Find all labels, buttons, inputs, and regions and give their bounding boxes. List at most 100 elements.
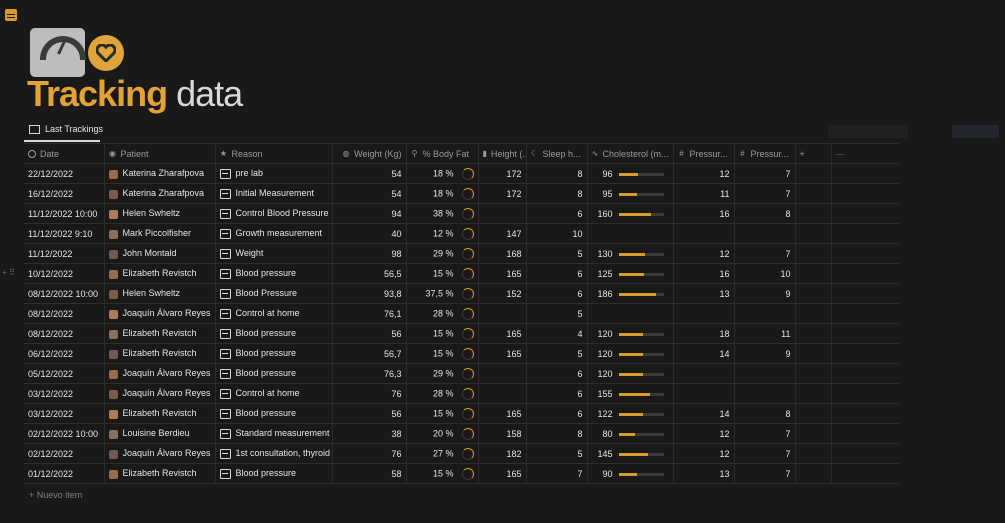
cell-weight[interactable]: 76,3 (332, 363, 407, 384)
cell-patient[interactable]: Helen Swheltz (104, 203, 216, 224)
cell-pressure-2[interactable]: 8 (734, 403, 796, 424)
table-row[interactable]: 03/12/2022 Elizabeth Revistch Blood pres… (24, 403, 899, 424)
patient-name[interactable]: Helen Swheltz (122, 208, 181, 219)
cell-empty[interactable] (831, 183, 899, 204)
table-row[interactable]: 03/12/2022 Joaquín Álvaro Reyes Control … (24, 383, 899, 404)
cell-body-fat[interactable]: 38 % (406, 203, 479, 224)
cell-sleep[interactable]: 4 (526, 323, 588, 344)
cell-sleep[interactable]: 6 (526, 383, 588, 404)
cell-empty[interactable] (831, 403, 899, 424)
cell-height[interactable] (478, 203, 527, 224)
cell-body-fat[interactable]: 29 % (406, 363, 479, 384)
cell-pressure-2[interactable]: 7 (734, 463, 796, 484)
cell-body-fat[interactable]: 15 % (406, 263, 479, 284)
cell-empty[interactable] (795, 443, 832, 464)
cell-empty[interactable] (831, 283, 899, 304)
cell-reason[interactable]: Weight (215, 243, 333, 264)
cell-date[interactable]: 06/12/2022 (24, 343, 105, 364)
cell-pressure-1[interactable]: 13 (673, 283, 735, 304)
table-row[interactable]: 02/12/2022 10:00 Louisine Berdieu Standa… (24, 423, 899, 444)
cell-reason[interactable]: Blood pressure (215, 403, 333, 424)
cell-patient[interactable]: Elizabeth Revistch (104, 403, 216, 424)
cell-weight[interactable]: 56 (332, 323, 407, 344)
cell-patient[interactable]: Katerina Zharafpova (104, 183, 216, 204)
cell-reason[interactable]: Blood pressure (215, 323, 333, 344)
cell-empty[interactable] (795, 343, 832, 364)
cell-height[interactable]: 172 (478, 163, 527, 184)
cell-height[interactable]: 147 (478, 223, 527, 244)
cell-reason[interactable]: Blood pressure (215, 343, 333, 364)
cell-weight[interactable]: 54 (332, 163, 407, 184)
cell-height[interactable]: 165 (478, 343, 527, 364)
patient-name[interactable]: Joaquín Álvaro Reyes (122, 448, 211, 459)
cell-empty[interactable] (795, 363, 832, 384)
cell-empty[interactable] (795, 203, 832, 224)
col-header-weight[interactable]: ◍ Weight (Kg) (332, 143, 407, 164)
cell-empty[interactable] (831, 443, 899, 464)
cell-weight[interactable]: 76,1 (332, 303, 407, 324)
cell-pressure-1[interactable] (673, 363, 735, 384)
cell-sleep[interactable]: 6 (526, 403, 588, 424)
cell-reason[interactable]: Blood Pressure (215, 283, 333, 304)
table-row[interactable]: 08/12/2022 10:00 Helen Swheltz Blood Pre… (24, 283, 899, 304)
cell-weight[interactable]: 40 (332, 223, 407, 244)
cell-pressure-2[interactable]: 11 (734, 323, 796, 344)
cell-reason[interactable]: Control at home (215, 383, 333, 404)
cell-pressure-1[interactable]: 14 (673, 343, 735, 364)
table-row[interactable]: 10/12/2022 Elizabeth Revistch Blood pres… (24, 263, 899, 284)
cell-body-fat[interactable]: 28 % (406, 303, 479, 324)
cell-body-fat[interactable]: 15 % (406, 343, 479, 364)
cell-patient[interactable]: Elizabeth Revistch (104, 463, 216, 484)
cell-empty[interactable] (795, 403, 832, 424)
cell-reason[interactable]: Growth measurement (215, 223, 333, 244)
reason-text[interactable]: Blood pressure (235, 348, 297, 359)
cell-empty[interactable] (795, 163, 832, 184)
cell-empty[interactable] (795, 323, 832, 344)
cell-body-fat[interactable]: 37,5 % (406, 283, 479, 304)
cell-empty[interactable] (831, 323, 899, 344)
cell-height[interactable]: 168 (478, 243, 527, 264)
cell-height[interactable] (478, 363, 527, 384)
reason-text[interactable]: Blood pressure (235, 468, 297, 479)
cell-body-fat[interactable]: 18 % (406, 183, 479, 204)
cell-pressure-2[interactable]: 10 (734, 263, 796, 284)
cell-height[interactable] (478, 303, 527, 324)
cell-pressure-1[interactable]: 18 (673, 323, 735, 344)
reason-text[interactable]: Initial Measurement (235, 188, 315, 199)
cell-date[interactable]: 08/12/2022 10:00 (24, 283, 105, 304)
cell-empty[interactable] (831, 263, 899, 284)
cell-empty[interactable] (831, 223, 899, 244)
patient-name[interactable]: Katerina Zharafpova (122, 188, 205, 199)
table-row[interactable]: 01/12/2022 Elizabeth Revistch Blood pres… (24, 463, 899, 484)
cell-reason[interactable]: pre lab (215, 163, 333, 184)
reason-text[interactable]: Blood pressure (235, 268, 297, 279)
cell-sleep[interactable]: 8 (526, 423, 588, 444)
cell-sleep[interactable]: 5 (526, 243, 588, 264)
cell-empty[interactable] (831, 343, 899, 364)
cell-sleep[interactable]: 10 (526, 223, 588, 244)
cell-date[interactable]: 11/12/2022 9:10 (24, 223, 105, 244)
reason-text[interactable]: Control at home (235, 308, 300, 319)
cell-empty[interactable] (831, 303, 899, 324)
cell-patient[interactable]: Elizabeth Revistch (104, 323, 216, 344)
cell-weight[interactable]: 56 (332, 403, 407, 424)
cell-date[interactable]: 02/12/2022 (24, 443, 105, 464)
cell-cholesterol[interactable]: 90 (587, 463, 674, 484)
cell-pressure-1[interactable] (673, 303, 735, 324)
cell-weight[interactable]: 76 (332, 383, 407, 404)
cell-pressure-2[interactable] (734, 223, 796, 244)
cell-pressure-1[interactable]: 12 (673, 243, 735, 264)
patient-name[interactable]: Louisine Berdieu (122, 428, 190, 439)
cell-sleep[interactable]: 8 (526, 163, 588, 184)
reason-text[interactable]: Blood pressure (235, 408, 297, 419)
reason-text[interactable]: pre lab (235, 168, 264, 179)
cell-height[interactable]: 165 (478, 323, 527, 344)
cell-date[interactable]: 08/12/2022 (24, 303, 105, 324)
reason-text[interactable]: Control Blood Pressure (235, 208, 329, 219)
new-item-button[interactable]: + Nuevo item (29, 490, 82, 500)
cell-pressure-1[interactable]: 13 (673, 463, 735, 484)
cell-height[interactable]: 165 (478, 463, 527, 484)
cell-pressure-1[interactable]: 11 (673, 183, 735, 204)
cell-patient[interactable]: Joaquín Álvaro Reyes (104, 363, 216, 384)
reason-text[interactable]: Weight (235, 248, 264, 259)
